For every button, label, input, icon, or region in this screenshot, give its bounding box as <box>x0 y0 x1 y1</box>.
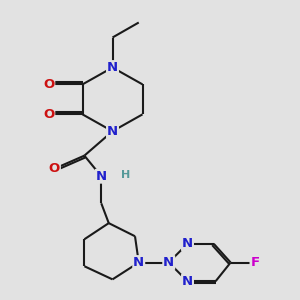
Text: N: N <box>107 61 118 74</box>
Text: N: N <box>96 170 107 183</box>
Text: O: O <box>43 78 54 91</box>
Text: N: N <box>107 125 118 138</box>
Text: N: N <box>182 237 193 250</box>
Text: N: N <box>133 256 144 269</box>
Text: O: O <box>43 108 54 121</box>
Text: H: H <box>121 170 130 181</box>
Text: N: N <box>163 256 174 269</box>
Text: N: N <box>182 275 193 288</box>
Text: F: F <box>250 256 260 269</box>
Text: O: O <box>49 162 60 175</box>
